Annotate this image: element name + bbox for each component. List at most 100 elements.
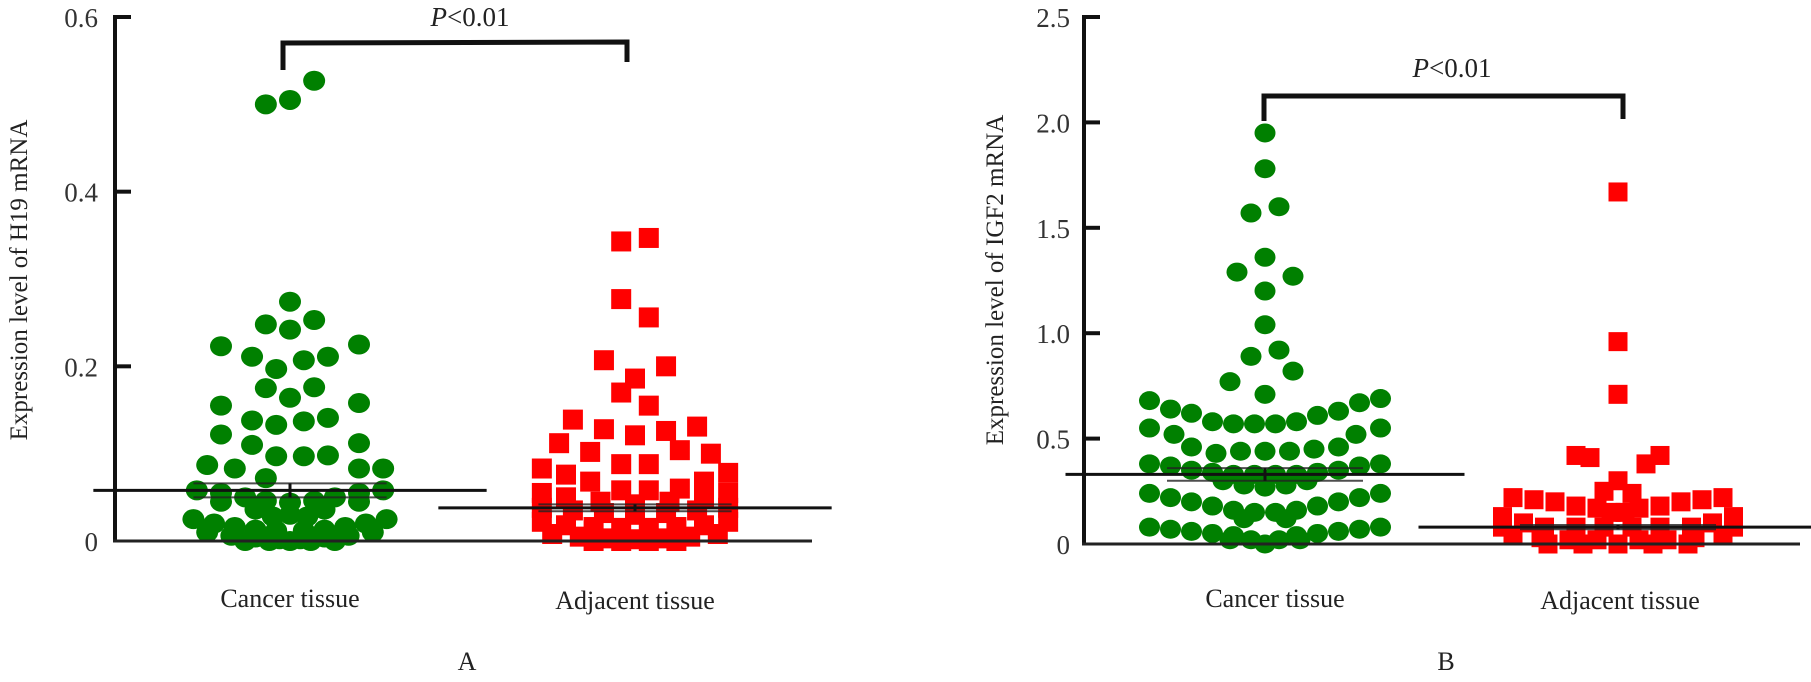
data-point-circle [265,414,288,435]
data-point-circle [1163,424,1185,444]
data-point-square [669,440,690,461]
data-point-circle [279,319,301,340]
y-tick-label: 1.5 [1036,214,1070,244]
data-point-circle [1370,418,1391,438]
data-point-circle [1139,454,1160,474]
data-point-circle [1233,475,1255,495]
data-point-square [638,454,659,475]
data-point-circle [1282,361,1304,381]
data-point-circle [1139,517,1160,537]
data-point-square [562,409,583,430]
data-point-circle [372,458,395,479]
data-point-circle [1254,384,1276,404]
panel-a-y-axis-label: Expression level of H19 mRNA [6,120,33,441]
data-point-circle [1181,403,1202,423]
data-point-circle [303,377,326,398]
panel-a-x-tick-label-cancer: Cancer tissue [220,584,359,613]
data-point-circle [303,310,326,331]
data-point-circle [1370,389,1391,409]
data-point-circle [1265,414,1286,434]
data-point-circle [254,94,277,115]
data-point-circle [1181,460,1202,480]
data-point-circle [1328,521,1349,541]
data-point-square [638,227,659,248]
y-tick-label: 0 [1057,530,1071,560]
data-point-square [1608,182,1628,202]
panel-b: 0 0.5 1.0 1.5 2.0 2.5 Expression level of IGF… [982,3,1811,676]
data-point-circle [1181,437,1202,457]
data-point-circle [1202,496,1223,516]
data-point-circle [210,424,232,445]
data-point-circle [254,468,277,489]
data-point-circle [210,395,232,416]
data-point-circle [1205,443,1227,463]
data-point-circle [348,491,370,512]
panel-b-data-marks [1139,123,1743,554]
data-point-circle [241,346,264,367]
data-point-square [694,471,714,492]
y-tick-label: 0.6 [64,3,98,33]
panel-b-p-value: P<0.01 [1412,53,1492,83]
data-point-circle [1349,456,1370,476]
data-point-circle [1139,418,1160,438]
data-point-circle [1139,391,1160,411]
data-point-circle [210,491,232,512]
data-point-circle [1345,424,1367,444]
data-point-circle [241,410,264,431]
data-point-square [638,395,659,416]
data-point-square [1503,488,1523,508]
data-point-circle [292,446,315,467]
data-point-square [593,350,614,371]
data-point-square [656,420,677,441]
data-point-circle [1254,477,1276,497]
data-point-square [687,416,708,437]
panel-a-data-marks [182,70,739,551]
data-point-square [580,471,601,492]
data-point-square [1608,384,1628,404]
data-point-circle [292,411,315,432]
data-point-circle [1289,530,1311,550]
data-point-circle [1254,247,1276,267]
y-tick-label: 1.0 [1036,319,1070,349]
y-tick-label: 2.0 [1036,108,1070,138]
data-point-circle [279,291,301,312]
panel-b-letter: B [1437,647,1454,676]
y-tick-label: 0 [85,527,99,557]
data-point-square [1622,483,1642,503]
data-point-circle [1279,441,1300,461]
data-point-circle [182,509,205,530]
data-point-circle [1254,123,1276,143]
data-point-circle [1370,454,1391,474]
data-point-circle [1349,488,1370,508]
y-tick-label: 0.2 [64,352,98,382]
panel-a-letter: A [458,647,477,676]
data-point-circle [1303,439,1325,459]
panel-b-x-tick-label-cancer: Cancer tissue [1205,584,1344,613]
data-point-circle [265,358,288,379]
data-point-circle [1230,441,1251,461]
data-point-circle [1282,266,1304,286]
data-point-square [542,524,563,545]
data-point-square [638,307,659,328]
data-point-square [549,433,570,454]
data-point-square [556,464,576,485]
data-point-square [1524,490,1544,510]
data-point-circle [196,522,219,543]
data-point-circle [361,522,384,543]
data-point-circle [292,350,315,371]
data-point-square [1650,496,1670,516]
data-point-circle [1328,492,1349,512]
panel-a-significance-bracket [280,39,630,70]
panel-b-x-tick-label-adjacent: Adjacent tissue [1540,586,1700,615]
data-point-square [1608,332,1628,352]
data-point-circle [254,314,277,335]
data-point-circle [1286,412,1307,432]
data-point-circle [1307,496,1328,516]
panel-a: 00.20.40.6 Expression level of H19 mRNA … [6,2,832,676]
data-point-circle [1275,509,1297,529]
data-point-square [531,458,552,479]
data-point-square [1503,526,1523,546]
data-point-circle [1160,456,1181,476]
y-tick-label: 2.5 [1036,3,1070,33]
data-point-circle [1181,492,1202,512]
